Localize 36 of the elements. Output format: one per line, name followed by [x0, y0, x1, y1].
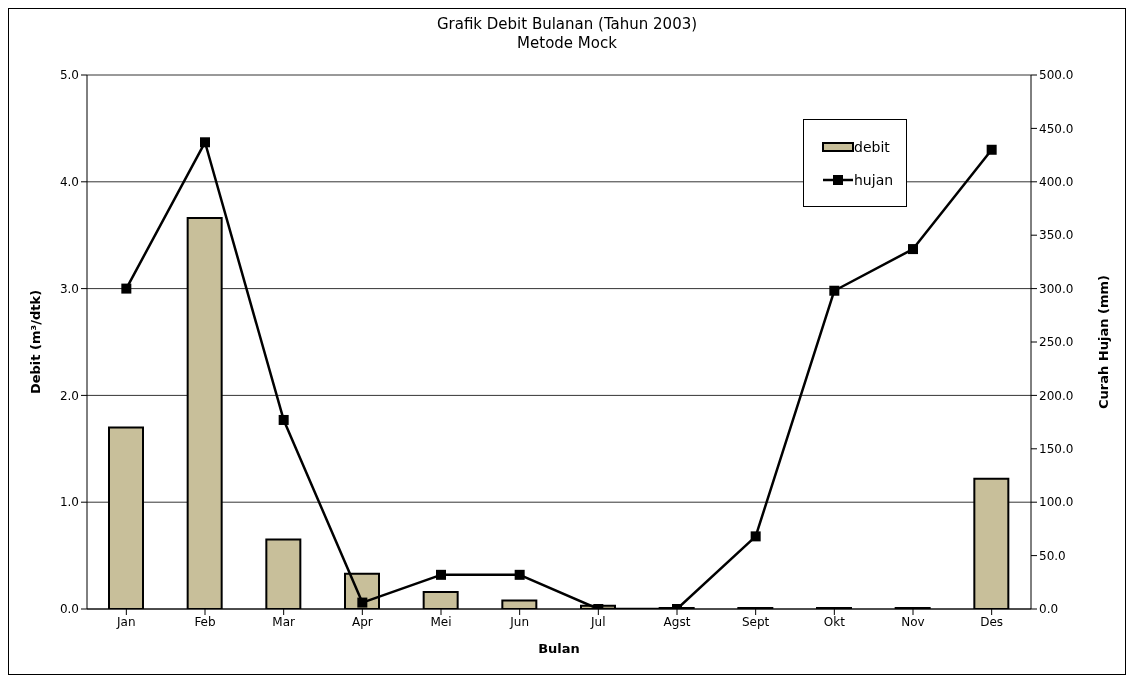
y2-tick-label: 250.0 [1039, 335, 1074, 350]
y2-axis-title: Curah Hujan (mm) [1095, 275, 1111, 409]
x-tick-label: Nov [901, 614, 925, 629]
y-tick-label: 3.0 [59, 281, 79, 296]
legend-label: hujan [854, 171, 894, 188]
x-axis-title: Bulan [538, 641, 580, 656]
y2-tick-label: 100.0 [1039, 495, 1074, 510]
y2-tick-label: 50.0 [1039, 548, 1066, 563]
y-tick-label: 5.0 [59, 68, 79, 83]
chart-title: Grafik Debit Bulanan (Tahun 2003) [435, 15, 699, 34]
x-tick-label: Feb [194, 614, 216, 629]
y2-tick-label: 150.0 [1039, 442, 1074, 457]
x-tick-label: Jan [116, 614, 136, 629]
y-axis-title: Debit (m³/dtk) [27, 289, 43, 395]
x-tick-label: Des [980, 614, 1004, 629]
chart-subtitle: Metode Mock [516, 34, 618, 53]
x-tick-label: Okt [823, 614, 846, 629]
x-tick-label: Jun [509, 614, 530, 629]
x-tick-label: Sept [742, 614, 770, 629]
y-tick-label: 1.0 [59, 495, 79, 510]
legend-label: debit [854, 138, 890, 155]
y-tick-label: 2.0 [59, 388, 79, 403]
x-tick-label: Apr [351, 614, 373, 629]
x-tick-label: Mei [430, 614, 452, 629]
y-tick-label: 0.0 [59, 602, 79, 617]
y2-tick-label: 450.0 [1039, 121, 1074, 136]
x-tick-label: Mar [272, 614, 296, 629]
y2-tick-label: 500.0 [1039, 68, 1074, 83]
y2-tick-label: 0.0 [1039, 602, 1059, 617]
y2-tick-label: 200.0 [1039, 388, 1074, 403]
y2-tick-label: 400.0 [1039, 175, 1074, 190]
x-tick-label: Agst [663, 614, 691, 629]
y2-tick-label: 350.0 [1039, 228, 1074, 243]
x-tick-label: Jul [590, 614, 606, 629]
y2-tick-label: 300.0 [1039, 281, 1074, 296]
y-tick-label: 4.0 [59, 175, 79, 190]
